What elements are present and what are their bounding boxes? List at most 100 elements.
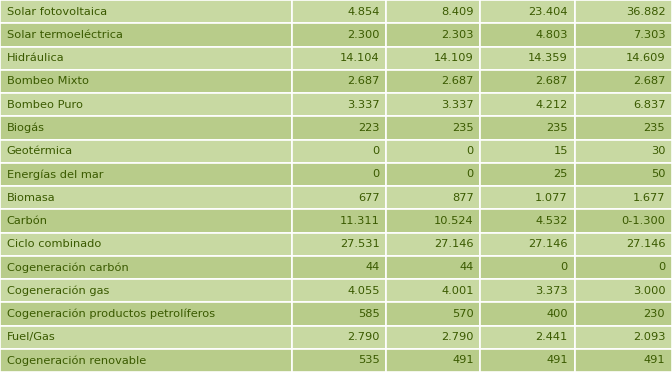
Text: 400: 400 xyxy=(546,309,568,319)
Bar xyxy=(480,163,575,186)
Bar xyxy=(0,23,292,46)
Text: 235: 235 xyxy=(644,123,665,133)
Bar xyxy=(480,116,575,140)
Bar xyxy=(0,302,292,326)
Bar xyxy=(480,209,575,232)
Text: 3.337: 3.337 xyxy=(347,100,380,110)
Bar xyxy=(292,116,386,140)
Bar xyxy=(480,70,575,93)
Text: Geotérmica: Geotérmica xyxy=(7,146,73,156)
Bar xyxy=(480,232,575,256)
Bar xyxy=(292,70,386,93)
Text: 0: 0 xyxy=(372,146,380,156)
Bar xyxy=(480,326,575,349)
Text: Bombeo Mixto: Bombeo Mixto xyxy=(7,76,89,86)
Bar xyxy=(480,140,575,163)
Text: 4.055: 4.055 xyxy=(347,286,380,296)
Bar xyxy=(575,93,672,116)
Bar xyxy=(386,209,480,232)
Text: 0: 0 xyxy=(560,262,568,272)
Bar xyxy=(292,140,386,163)
Text: 2.790: 2.790 xyxy=(347,332,380,342)
Bar xyxy=(575,116,672,140)
Text: Fuel/Gas: Fuel/Gas xyxy=(7,332,56,342)
Text: 0: 0 xyxy=(372,169,380,179)
Bar xyxy=(480,256,575,279)
Text: 585: 585 xyxy=(358,309,380,319)
Text: Carbón: Carbón xyxy=(7,216,48,226)
Bar xyxy=(575,349,672,372)
Bar xyxy=(480,23,575,46)
Bar xyxy=(0,326,292,349)
Bar xyxy=(0,163,292,186)
Bar xyxy=(386,163,480,186)
Bar xyxy=(292,209,386,232)
Text: 1.077: 1.077 xyxy=(535,193,568,203)
Bar xyxy=(575,186,672,209)
Text: Cogeneración renovable: Cogeneración renovable xyxy=(7,355,146,366)
Text: 2.093: 2.093 xyxy=(633,332,665,342)
Bar xyxy=(386,46,480,70)
Bar xyxy=(386,232,480,256)
Text: 6.837: 6.837 xyxy=(633,100,665,110)
Text: Energías del mar: Energías del mar xyxy=(7,169,103,180)
Text: 235: 235 xyxy=(546,123,568,133)
Text: 4.212: 4.212 xyxy=(536,100,568,110)
Bar xyxy=(0,209,292,232)
Text: 27.146: 27.146 xyxy=(626,239,665,249)
Text: 25: 25 xyxy=(554,169,568,179)
Bar xyxy=(292,302,386,326)
Text: 4.532: 4.532 xyxy=(536,216,568,226)
Text: Solar fotovoltaica: Solar fotovoltaica xyxy=(7,7,107,17)
Text: 14.109: 14.109 xyxy=(434,53,474,63)
Bar xyxy=(0,232,292,256)
Bar xyxy=(575,302,672,326)
Text: Solar termoeléctrica: Solar termoeléctrica xyxy=(7,30,122,40)
Text: 4.803: 4.803 xyxy=(536,30,568,40)
Text: 877: 877 xyxy=(452,193,474,203)
Text: 14.104: 14.104 xyxy=(340,53,380,63)
Bar xyxy=(480,279,575,302)
Text: 0: 0 xyxy=(466,146,474,156)
Text: 36.882: 36.882 xyxy=(626,7,665,17)
Text: 44: 44 xyxy=(366,262,380,272)
Bar xyxy=(0,186,292,209)
Bar xyxy=(292,163,386,186)
Bar xyxy=(292,326,386,349)
Text: Ciclo combinado: Ciclo combinado xyxy=(7,239,101,249)
Bar xyxy=(480,186,575,209)
Text: 677: 677 xyxy=(358,193,380,203)
Text: 2.687: 2.687 xyxy=(442,76,474,86)
Bar xyxy=(386,256,480,279)
Bar xyxy=(575,232,672,256)
Text: 15: 15 xyxy=(553,146,568,156)
Bar xyxy=(292,46,386,70)
Bar xyxy=(575,140,672,163)
Text: 1.677: 1.677 xyxy=(633,193,665,203)
Bar xyxy=(0,140,292,163)
Text: 30: 30 xyxy=(650,146,665,156)
Bar xyxy=(386,326,480,349)
Text: 491: 491 xyxy=(644,355,665,365)
Bar xyxy=(0,256,292,279)
Text: 11.311: 11.311 xyxy=(340,216,380,226)
Bar xyxy=(575,23,672,46)
Text: 3.000: 3.000 xyxy=(632,286,665,296)
Text: 23.404: 23.404 xyxy=(528,7,568,17)
Text: 230: 230 xyxy=(644,309,665,319)
Bar xyxy=(386,0,480,23)
Text: 0-1.300: 0-1.300 xyxy=(622,216,665,226)
Bar xyxy=(386,93,480,116)
Bar xyxy=(0,279,292,302)
Text: Biomasa: Biomasa xyxy=(7,193,55,203)
Text: Cogeneración carbón: Cogeneración carbón xyxy=(7,262,128,273)
Bar xyxy=(292,0,386,23)
Bar xyxy=(575,326,672,349)
Bar xyxy=(0,349,292,372)
Bar xyxy=(292,256,386,279)
Text: 50: 50 xyxy=(650,169,665,179)
Text: 2.303: 2.303 xyxy=(442,30,474,40)
Text: 235: 235 xyxy=(452,123,474,133)
Text: 27.531: 27.531 xyxy=(340,239,380,249)
Bar xyxy=(292,349,386,372)
